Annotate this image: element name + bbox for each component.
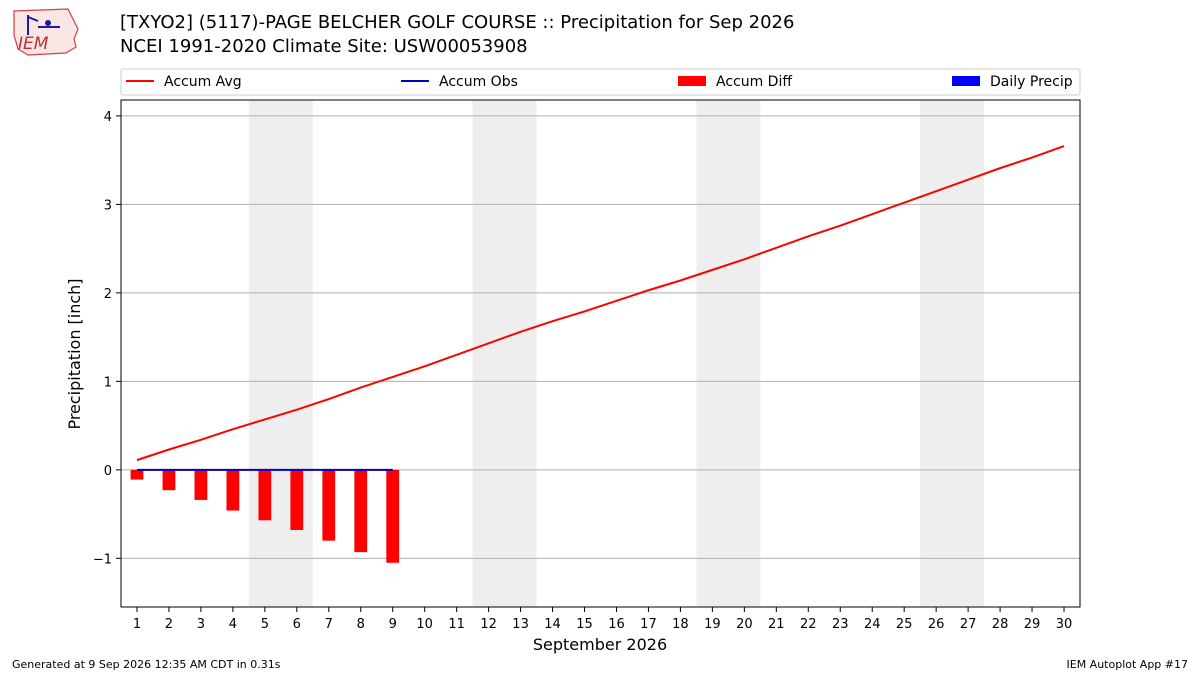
accum-avg-line [136, 145, 1065, 462]
iem-logo: IEM [8, 5, 82, 59]
x-tick-label: 14 [544, 617, 561, 632]
legend: Accum Avg Accum Obs Accum Diff Daily Precip [120, 68, 1081, 96]
x-tick-label: 29 [1024, 617, 1041, 632]
x-tick-label: 23 [832, 617, 849, 632]
chart-subtitle: NCEI 1991-2020 Climate Site: USW00053908 [120, 36, 528, 57]
chart-title: [TXYO2] (5117)-PAGE BELCHER GOLF COURSE … [120, 12, 795, 33]
generated-timestamp: Generated at 9 Sep 2026 12:35 AM CDT in … [12, 658, 281, 671]
weekend-band [248, 100, 313, 607]
logo-text: IEM [18, 34, 49, 54]
x-axis-label: September 2026 [533, 635, 667, 654]
legend-label: Accum Diff [716, 74, 792, 90]
x-tick-label: 4 [229, 617, 237, 632]
x-tick-label: 19 [704, 617, 721, 632]
legend-label: Accum Obs [439, 74, 518, 90]
y-axis-label: Precipitation [inch] [65, 278, 84, 429]
x-tick-label: 25 [896, 617, 913, 632]
y-tick-label: 4 [104, 110, 112, 125]
legend-box [120, 68, 1081, 96]
x-tick-label: 21 [768, 617, 785, 632]
diff-bar [290, 469, 304, 531]
weekend-band [696, 100, 761, 607]
x-tick-label: 28 [992, 617, 1009, 632]
plot-frame [120, 99, 1081, 608]
y-tick-label: −1 [93, 552, 112, 567]
x-tick-label: 27 [960, 617, 977, 632]
diff-bar [258, 469, 272, 521]
x-tick-label: 18 [672, 617, 689, 632]
y-tick-label: 1 [104, 375, 112, 390]
x-tick-label: 13 [512, 617, 529, 632]
diff-bar [194, 469, 208, 500]
x-tick-label: 7 [325, 617, 333, 632]
x-tick-label: 22 [800, 617, 817, 632]
x-tick-label: 16 [608, 617, 625, 632]
diff-bar [322, 469, 336, 541]
weekend-band [920, 100, 985, 607]
x-tick-label: 5 [261, 617, 269, 632]
legend-swatch [952, 76, 980, 86]
x-tick-label: 12 [480, 617, 497, 632]
app-label: IEM Autoplot App #17 [1066, 658, 1189, 671]
x-tick-label: 20 [736, 617, 753, 632]
legend-swatch [678, 76, 706, 86]
x-tick-label: 2 [165, 617, 173, 632]
x-tick-label: 3 [197, 617, 205, 632]
y-tick-label: 2 [104, 287, 112, 302]
x-tick-label: 1 [133, 617, 141, 632]
x-tick-label: 10 [416, 617, 433, 632]
x-tick-label: 30 [1056, 617, 1073, 632]
x-tick-label: 15 [576, 617, 593, 632]
diff-bar [386, 469, 400, 563]
diff-bar [226, 469, 240, 511]
x-tick-label: 11 [448, 617, 465, 632]
x-tick-label: 8 [357, 617, 365, 632]
legend-label: Accum Avg [164, 74, 242, 90]
y-tick-label: 3 [104, 198, 112, 213]
y-tick-label: 0 [104, 464, 112, 479]
diff-bar [354, 469, 368, 553]
x-tick-label: 9 [389, 617, 397, 632]
weekend-band [472, 100, 537, 607]
x-tick-label: 24 [864, 617, 881, 632]
x-tick-label: 6 [293, 617, 301, 632]
legend-label: Daily Precip [990, 74, 1073, 90]
x-tick-label: 17 [640, 617, 657, 632]
diff-bar [162, 469, 176, 491]
diff-bar [130, 469, 144, 480]
x-tick-label: 26 [928, 617, 945, 632]
